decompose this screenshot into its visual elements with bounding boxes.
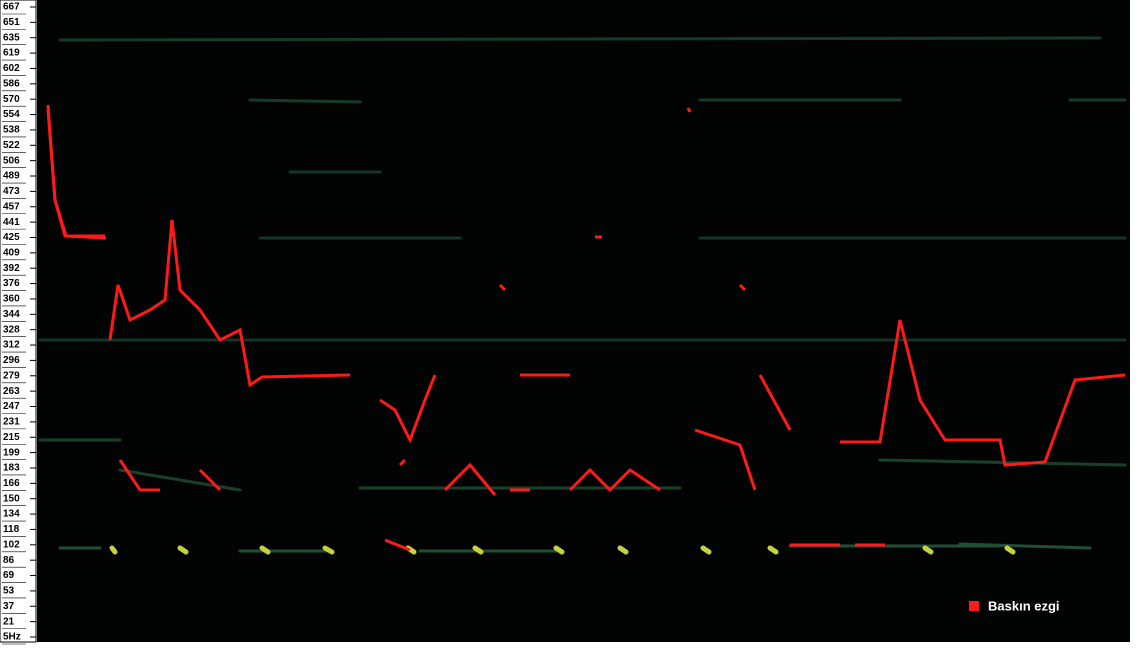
frequency-label: 409 bbox=[3, 247, 20, 258]
frequency-label: 489 bbox=[3, 171, 20, 182]
melody-segments bbox=[46, 104, 1126, 552]
frequency-label: 522 bbox=[3, 140, 20, 151]
frequency-label: 53 bbox=[3, 586, 15, 597]
frequency-label: 215 bbox=[3, 432, 20, 443]
frequency-label: 199 bbox=[3, 447, 20, 458]
harmonic-band bbox=[38, 170, 1127, 342]
frequency-label: 69 bbox=[3, 570, 15, 581]
frequency-label: 296 bbox=[3, 355, 20, 366]
frequency-ruler bbox=[0, 0, 37, 643]
frequency-label: 425 bbox=[3, 232, 20, 243]
onset-marks bbox=[109, 545, 1016, 555]
spectrogram-area bbox=[37, 0, 1130, 642]
frequency-label: 619 bbox=[3, 48, 20, 59]
frequency-label: 360 bbox=[3, 294, 20, 305]
harmonic-band bbox=[58, 542, 1092, 553]
frequency-label: 263 bbox=[3, 386, 20, 397]
frequency-label: 473 bbox=[3, 186, 20, 197]
frequency-label: 102 bbox=[3, 539, 20, 550]
frequency-label: 247 bbox=[3, 401, 20, 412]
spectrogram-harmonics bbox=[38, 36, 1127, 555]
frequency-label: 667 bbox=[3, 2, 20, 13]
frequency-label: 279 bbox=[3, 370, 20, 381]
frequency-label: 21 bbox=[3, 616, 15, 627]
frequency-label: 312 bbox=[3, 340, 20, 351]
frequency-label: 183 bbox=[3, 463, 20, 474]
frequency-label: 150 bbox=[3, 493, 20, 504]
frequency-label: 602 bbox=[3, 63, 20, 74]
ruler-ticks: 667 651 635 619 602 586 570 554 538 522 506 489 473 4… bbox=[2, 2, 36, 645]
harmonic-band bbox=[58, 36, 1127, 104]
frequency-label: 586 bbox=[3, 78, 20, 89]
frequency-label: 5Hz bbox=[3, 632, 21, 643]
harmonic-band bbox=[38, 438, 1127, 492]
frequency-label: 344 bbox=[3, 309, 20, 320]
frequency-label: 392 bbox=[3, 263, 20, 274]
frequency-label: 134 bbox=[3, 509, 20, 520]
frequency-label: 651 bbox=[3, 17, 20, 28]
frequency-label: 635 bbox=[3, 32, 20, 43]
frequency-label: 118 bbox=[3, 524, 20, 535]
frequency-label: 328 bbox=[3, 324, 20, 335]
frequency-label: 86 bbox=[3, 555, 15, 566]
frequency-label: 570 bbox=[3, 94, 20, 105]
legend-label: Baskın ezgi bbox=[988, 598, 1060, 613]
frequency-label: 554 bbox=[3, 109, 20, 120]
frequency-label: 538 bbox=[3, 125, 20, 136]
frequency-label: 37 bbox=[3, 601, 15, 612]
legend-swatch bbox=[969, 601, 979, 611]
frequency-label: 231 bbox=[3, 417, 20, 428]
frequency-label: 166 bbox=[3, 478, 20, 489]
frequency-label: 506 bbox=[3, 155, 20, 166]
frequency-label: 441 bbox=[3, 217, 20, 228]
frequency-label: 457 bbox=[3, 201, 20, 212]
frequency-label: 376 bbox=[3, 278, 20, 289]
